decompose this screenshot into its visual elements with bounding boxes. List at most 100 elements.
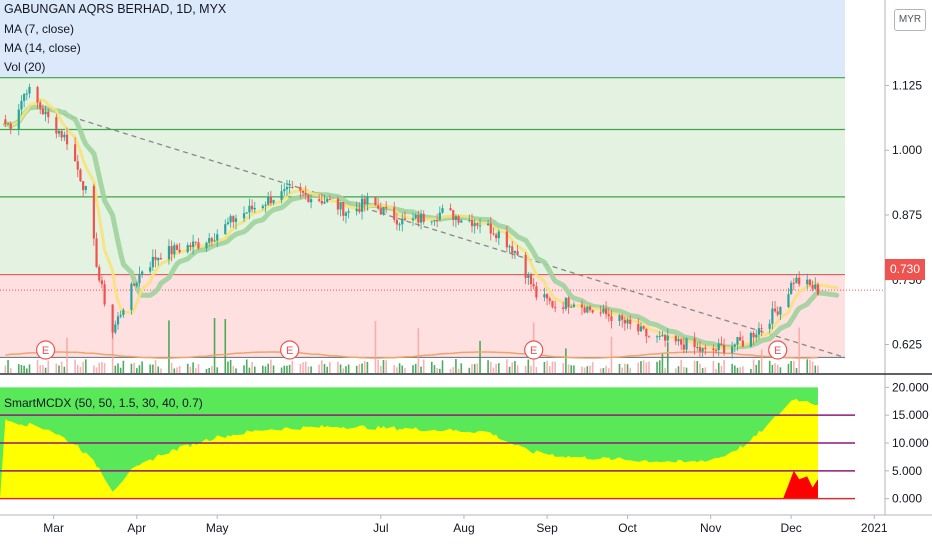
- candle-body: [661, 335, 664, 337]
- candle-body: [355, 208, 358, 212]
- candle-body: [473, 223, 476, 227]
- volume-bar: [457, 368, 460, 373]
- volume-bar: [535, 366, 538, 373]
- volume-bar: [9, 368, 12, 373]
- volume-bar: [42, 365, 44, 373]
- volume-bar: [414, 363, 417, 373]
- volume-bar: [211, 365, 213, 373]
- currency-button[interactable]: MYR: [894, 9, 926, 31]
- price-zone-0: [0, 0, 845, 78]
- last-price-tag: 0.730: [885, 259, 925, 280]
- volume-bar: [551, 361, 554, 373]
- candle-body: [486, 223, 490, 226]
- volume-bar: [58, 365, 60, 373]
- trendline-dashed: [45, 108, 845, 359]
- volume-bar: [758, 360, 760, 373]
- candle-body: [570, 306, 573, 308]
- candle-body: [84, 185, 87, 191]
- candle-body: [250, 205, 254, 210]
- volume-bar: [565, 348, 567, 373]
- candle-body: [116, 316, 120, 325]
- volume-bar: [742, 366, 744, 373]
- candle-body: [666, 335, 669, 341]
- indicator-tick-label: 10.000: [892, 436, 929, 450]
- volume-bar: [736, 367, 739, 373]
- volume-bar: [396, 367, 398, 373]
- volume-bar: [516, 365, 519, 373]
- volume-bar: [476, 363, 479, 373]
- candle-body: [336, 198, 340, 210]
- candle-body: [562, 307, 565, 309]
- volume-bar: [358, 364, 361, 373]
- candle-body: [119, 314, 122, 317]
- candle-body: [736, 337, 739, 345]
- earnings-marker-2: [524, 340, 544, 360]
- candle-body: [460, 220, 463, 223]
- earnings-marker-3: [768, 340, 788, 360]
- volume-bar: [168, 320, 170, 373]
- candle-body: [267, 196, 270, 205]
- volume-bar: [420, 366, 422, 373]
- volume-legend[interactable]: Vol (20): [4, 60, 46, 74]
- candle-body: [154, 256, 157, 261]
- volume-bar: [642, 360, 645, 373]
- candle-body: [768, 323, 771, 329]
- volume-bar: [337, 361, 339, 373]
- candle-body: [701, 347, 704, 352]
- trendline: [45, 108, 845, 359]
- volume-bar: [154, 360, 157, 373]
- candle-body: [382, 207, 385, 215]
- candle-body: [141, 271, 144, 274]
- volume-bar: [339, 364, 342, 373]
- candle-body: [752, 332, 755, 338]
- volume-bar: [637, 362, 640, 373]
- volume-bar: [661, 352, 664, 373]
- volume-bar: [229, 359, 232, 373]
- volume-bar: [605, 365, 607, 373]
- candle-body: [360, 198, 364, 212]
- candle-body: [655, 336, 659, 338]
- time-tick-label: 2021: [861, 521, 888, 535]
- candle-body: [138, 273, 141, 284]
- volume-bar: [473, 364, 476, 373]
- volume-bar: [291, 360, 294, 373]
- volume-bar: [235, 368, 237, 373]
- candle-body: [304, 192, 307, 195]
- ma7-legend[interactable]: MA (7, close): [4, 22, 75, 36]
- volume-bar: [310, 366, 312, 373]
- volume-bar: [774, 363, 776, 373]
- candle-body: [717, 343, 720, 351]
- volume-bar: [452, 367, 455, 373]
- volume-bar: [610, 336, 613, 373]
- candle-body: [586, 306, 589, 313]
- volume-bar: [245, 359, 248, 373]
- volume-bar: [170, 362, 173, 373]
- candle-body: [73, 144, 77, 162]
- volume-bars: [4, 318, 819, 373]
- candle-body: [508, 246, 511, 248]
- volume-bar: [583, 367, 586, 373]
- candle-body: [637, 324, 640, 332]
- axes: 0.6250.7500.8751.0001.1250.0005.00010.00…: [0, 0, 932, 535]
- volume-bar: [103, 363, 106, 373]
- candle-body: [704, 347, 707, 349]
- volume-bar: [26, 368, 28, 373]
- candle-body: [433, 220, 436, 222]
- volume-bar: [546, 360, 548, 373]
- volume-bar: [98, 362, 101, 373]
- candle-body: [816, 284, 820, 295]
- indicator-legend[interactable]: SmartMCDX (50, 50, 1.5, 30, 40, 0.7): [4, 396, 203, 410]
- candle-body: [264, 204, 267, 206]
- ma14-legend[interactable]: MA (14, close): [4, 41, 81, 55]
- volume-bar: [342, 368, 345, 373]
- candle-body: [682, 344, 685, 350]
- candle-body: [452, 210, 455, 220]
- volume-bar: [76, 364, 79, 373]
- volume-bar: [377, 359, 379, 373]
- candle-body: [489, 223, 492, 234]
- volume-bar: [731, 363, 733, 373]
- volume-bar: [586, 366, 589, 373]
- volume-bar: [811, 361, 814, 373]
- candle-body: [377, 205, 380, 209]
